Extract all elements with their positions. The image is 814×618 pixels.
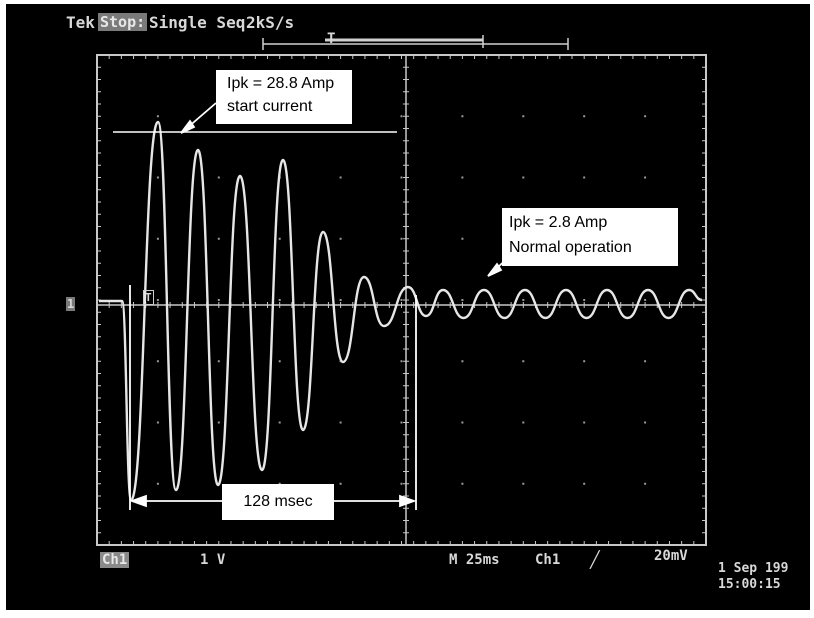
graticule-dot (522, 482, 525, 485)
graticule-dot (461, 237, 464, 240)
graticule-dot (461, 421, 464, 424)
graticule-dot (522, 421, 525, 424)
graticule-dot (400, 482, 403, 485)
graticule-dot (461, 299, 464, 301)
graticule-dot (583, 115, 586, 118)
record-length-indicator (262, 35, 569, 50)
channel-ground-marker: 1 (66, 297, 76, 311)
graticule-dot (461, 360, 464, 363)
graticule-dot (217, 421, 220, 424)
graticule-dot (400, 115, 403, 118)
graticule-dot (156, 115, 159, 118)
start-current-annotation: Ipk = 28.8 Amp start current (216, 70, 352, 124)
start-current-label: start current (227, 98, 313, 115)
graticule-dot (217, 299, 220, 301)
time-label: 15:00:15 (718, 577, 781, 592)
trigger-position-marker: T (327, 31, 336, 47)
graticule-dot (461, 482, 464, 485)
graticule-dot (156, 237, 159, 240)
graticule-dot (583, 176, 586, 179)
graticule-dot (278, 299, 281, 301)
graticule-dot (156, 299, 159, 301)
graticule-dot (644, 115, 647, 118)
axis-ticks (96, 54, 707, 546)
graticule-dot (583, 299, 586, 301)
graticule-dot (461, 176, 464, 179)
graticule-dot (156, 482, 159, 485)
graticule-dot (217, 176, 220, 179)
graticule-dot (278, 360, 281, 363)
graticule-dot (644, 360, 647, 363)
graticule-dot (339, 299, 342, 301)
graticule-dot (400, 421, 403, 424)
duration-label: 128 msec (243, 493, 313, 510)
graticule-dot (644, 299, 647, 301)
trigger-level-label: 20mV (654, 548, 688, 564)
graticule-dot (339, 176, 342, 179)
graticule-dot (278, 237, 281, 240)
acquisition-state-badge: Stop: (98, 13, 148, 31)
graticule-dot (278, 421, 281, 424)
graticule-dot (522, 176, 525, 179)
graticule-dot (400, 299, 403, 301)
trigger-cursor-marker: T (143, 290, 154, 305)
graticule-dot (217, 237, 220, 240)
graticule-dot (522, 299, 525, 301)
trigger-source-label: Ch1 (535, 552, 561, 568)
graticule-dot (217, 360, 220, 363)
graticule-dot (278, 482, 281, 485)
acquisition-mode-label: Single Seq (149, 13, 246, 32)
duration-label-box: 128 msec (222, 484, 334, 520)
graticule-dot (522, 115, 525, 118)
start-callout-arrow (180, 102, 217, 134)
graticule-dot (644, 482, 647, 485)
graticule-dot (400, 176, 403, 179)
normal-operation-peak: Ipk = 2.8 Amp (509, 214, 608, 231)
graticule-dot (339, 237, 342, 240)
graticule-dot (156, 360, 159, 363)
graticule-dot (156, 176, 159, 179)
duration-marker (129, 285, 417, 510)
volts-per-div-label: 1 V (200, 552, 226, 568)
timebase-label: M 25ms (449, 552, 500, 568)
graticule-dot (400, 237, 403, 240)
graticule-dot (644, 421, 647, 424)
sample-rate-label: 2kS/s (246, 13, 295, 32)
brand-label: Tek (66, 13, 95, 32)
normal-operation-annotation: Ipk = 2.8 Amp Normal operation (502, 208, 678, 266)
graticule-dot (644, 176, 647, 179)
graticule-dot (400, 360, 403, 363)
date-label: 1 Sep 199 (718, 561, 789, 576)
waveform-trace (99, 120, 703, 502)
graticule-dot (583, 360, 586, 363)
start-current-peak: Ipk = 28.8 Amp (227, 75, 335, 92)
normal-operation-label: Normal operation (509, 239, 632, 256)
graticule-dot (156, 421, 159, 424)
graticule-dot (461, 115, 464, 118)
trigger-slope-icon: ╱ (590, 550, 600, 569)
graticule-dot (339, 482, 342, 485)
graticule-dot (583, 421, 586, 424)
graticule-dot (583, 482, 586, 485)
graticule-dot (522, 360, 525, 363)
graticule-dot (339, 421, 342, 424)
channel-label: Ch1 (100, 552, 130, 568)
graticule-dots (156, 115, 647, 485)
